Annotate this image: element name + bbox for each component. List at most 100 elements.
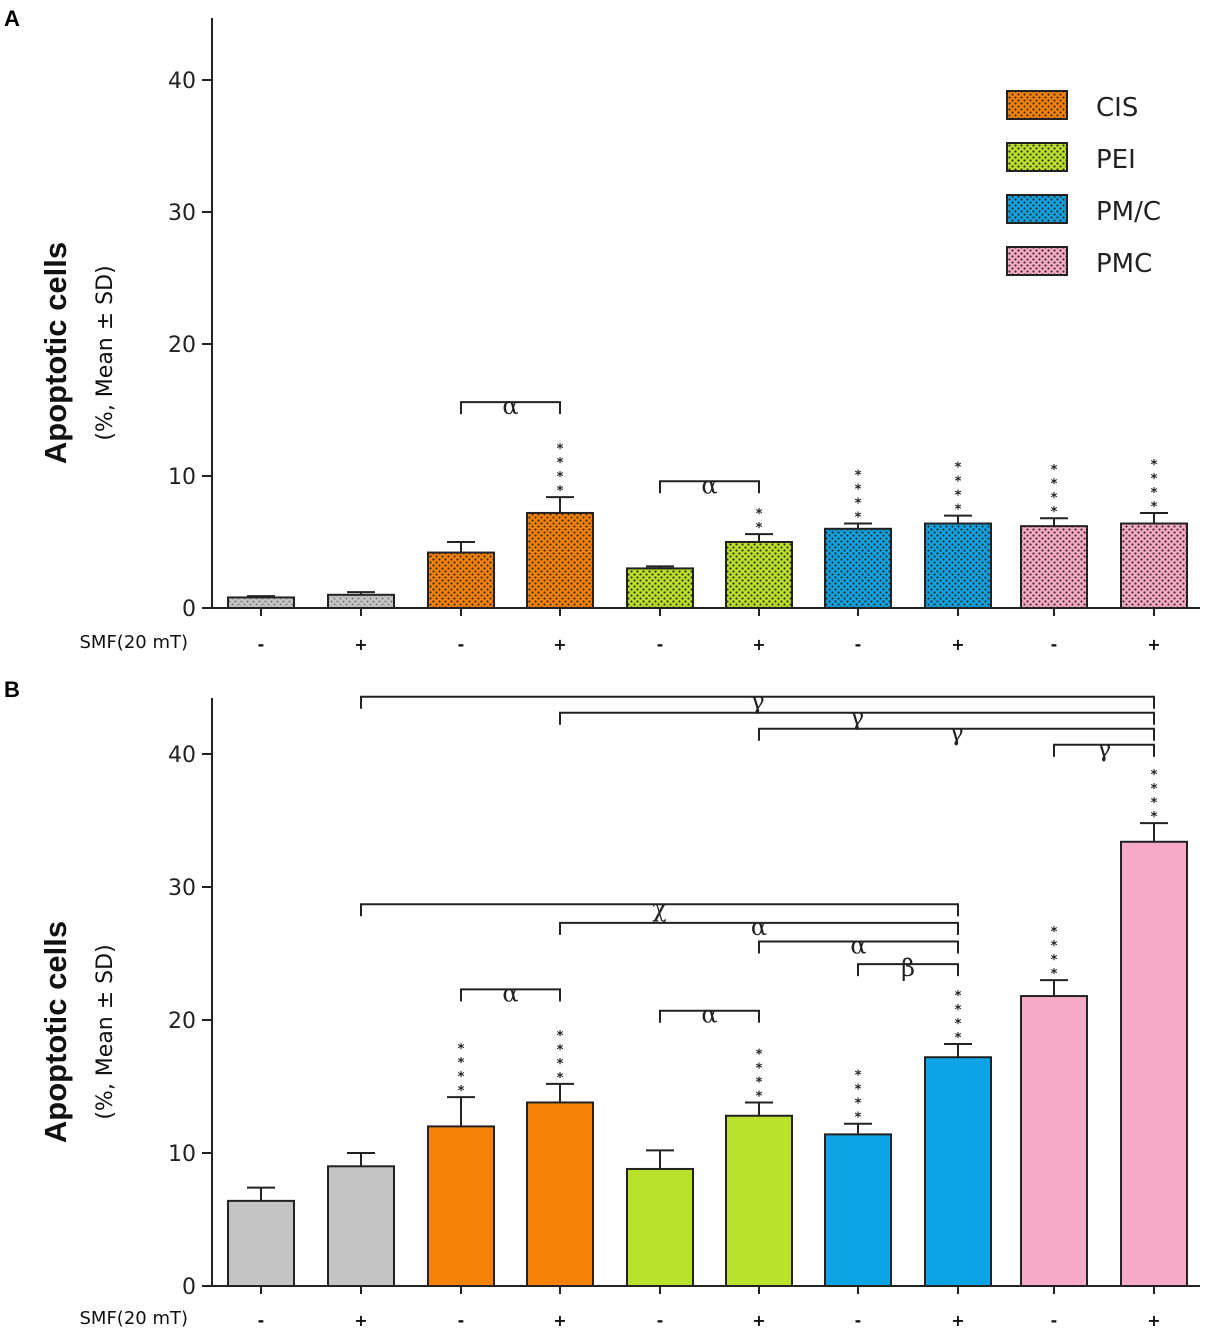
significance-star: * (955, 461, 962, 476)
significance-star: * (955, 503, 962, 518)
y-axis-sublabel: (%, Mean ± SD) (93, 944, 118, 1119)
significance-star: * (855, 1097, 862, 1112)
significance-star: * (1151, 500, 1158, 515)
comparison-symbol: χ (652, 894, 667, 922)
comparison-symbol: β (901, 954, 915, 982)
y-tick-label: 0 (182, 1275, 196, 1300)
significance-star: * (855, 1069, 862, 1084)
significance-star: * (458, 1056, 465, 1071)
comparison-symbol: γ (1097, 735, 1111, 763)
significance-star: * (557, 1043, 564, 1058)
bar-pei-nosmf (626, 1167, 694, 1287)
significance-star: * (1051, 491, 1058, 506)
significance-star: * (1051, 505, 1058, 520)
smf-sign-minus: - (258, 1311, 265, 1330)
legend-swatch-pattern (1008, 196, 1066, 222)
panel-b-letter: B (4, 677, 20, 702)
significance-star: * (855, 511, 862, 526)
legend: CIS PEI PM/C PMC (1006, 90, 1161, 279)
comparison-symbol: α (701, 471, 717, 499)
bar-pattern-overlay (229, 598, 293, 607)
bar-pattern-overlay (429, 553, 493, 607)
significance-star: * (955, 1003, 962, 1018)
significance-star: * (756, 1047, 763, 1062)
significance-star: * (855, 1111, 862, 1126)
significance-star: * (756, 1061, 763, 1076)
significance-star: * (458, 1084, 465, 1099)
comparison-symbol: α (701, 1001, 717, 1029)
legend-label-pei: PEI (1096, 145, 1136, 175)
legend-label-pmc: PMC (1096, 249, 1152, 279)
y-tick-label: 0 (182, 597, 196, 622)
significance-star: * (855, 1083, 862, 1098)
smf-row-label: SMF(20 mT) (79, 1308, 188, 1329)
bar-cis-nosmf (427, 1125, 495, 1288)
bar-pmc-smf (924, 1056, 992, 1287)
smf-sign-minus: - (855, 1311, 862, 1330)
significance-star: * (955, 475, 962, 490)
smf-sign-plus: + (354, 1311, 367, 1330)
smf-sign-plus: + (752, 635, 765, 654)
smf-sign-plus: + (553, 635, 566, 654)
y-tick-label: 40 (168, 69, 196, 94)
significance-star: * (955, 489, 962, 504)
y-tick-label: 30 (168, 201, 196, 226)
comparison-symbol: γ (750, 687, 764, 715)
smf-row-label: SMF(20 mT) (79, 632, 188, 653)
comparison-bracket (758, 940, 959, 954)
comparison-symbol: γ (949, 719, 963, 747)
comparison-bracket (460, 988, 561, 1002)
comparison-bracket (758, 727, 1155, 741)
legend-label-cis: CIS (1096, 93, 1138, 123)
significance-star: * (1151, 472, 1158, 487)
y-tick-label: 20 (168, 333, 196, 358)
significance-star: * (557, 1057, 564, 1072)
y-axis-sublabel: (%, Mean ± SD) (93, 265, 118, 440)
significance-star: * (855, 497, 862, 512)
comparison-symbol: γ (850, 703, 864, 731)
significance-star: * (855, 469, 862, 484)
panel-b-chart: 0 10 20 30 40 Apoptotic cells (%, Mean ± SD) SM… (38, 687, 1200, 1330)
smf-sign-plus: + (951, 1311, 964, 1330)
significance-star: * (955, 989, 962, 1004)
legend-label-pmc: PM/C (1096, 197, 1161, 227)
y-tick-label: 40 (168, 743, 196, 768)
significance-star: * (756, 1075, 763, 1090)
significance-star: * (557, 1071, 564, 1086)
bar-pattern-overlay (826, 529, 890, 607)
smf-sign-plus: + (951, 635, 964, 654)
comparison-bracket (659, 1009, 760, 1023)
significance-star: * (1151, 782, 1158, 797)
significance-star: * (557, 484, 564, 499)
comparison-bracket (857, 963, 959, 977)
comparison-bracket (460, 401, 561, 415)
significance-star: * (1051, 967, 1058, 982)
comparison-bracket (659, 480, 760, 494)
smf-sign-plus: + (553, 1311, 566, 1330)
legend-swatch-pattern (1008, 92, 1066, 118)
comparison-bracket (360, 695, 1155, 709)
smf-sign-minus: - (458, 635, 465, 654)
panel-a-chart: 0 10 20 30 40 Apoptotic cells (%, Mean ± SD) SM… (38, 18, 1200, 654)
legend-swatch-pattern (1008, 144, 1066, 170)
significance-star: * (1051, 939, 1058, 954)
significance-star: * (458, 1070, 465, 1085)
smf-sign-plus: + (354, 635, 367, 654)
significance-star: * (1051, 953, 1058, 968)
significance-star: * (557, 470, 564, 485)
smf-sign-minus: - (1051, 635, 1058, 654)
y-tick-label: 20 (168, 1009, 196, 1034)
smf-sign-minus: - (458, 1311, 465, 1330)
comparison-symbol: α (850, 932, 866, 960)
smf-sign-minus: - (258, 635, 265, 654)
bar-pei-smf (725, 1114, 793, 1288)
smf-sign-minus: - (1051, 1311, 1058, 1330)
significance-star: * (1151, 810, 1158, 825)
significance-star: * (557, 442, 564, 457)
bar-control-nosmf (227, 1199, 295, 1288)
bar-pattern-overlay (329, 595, 393, 607)
significance-star: * (1151, 796, 1158, 811)
significance-star: * (557, 456, 564, 471)
bar-pmc-nosmf (1020, 995, 1088, 1287)
